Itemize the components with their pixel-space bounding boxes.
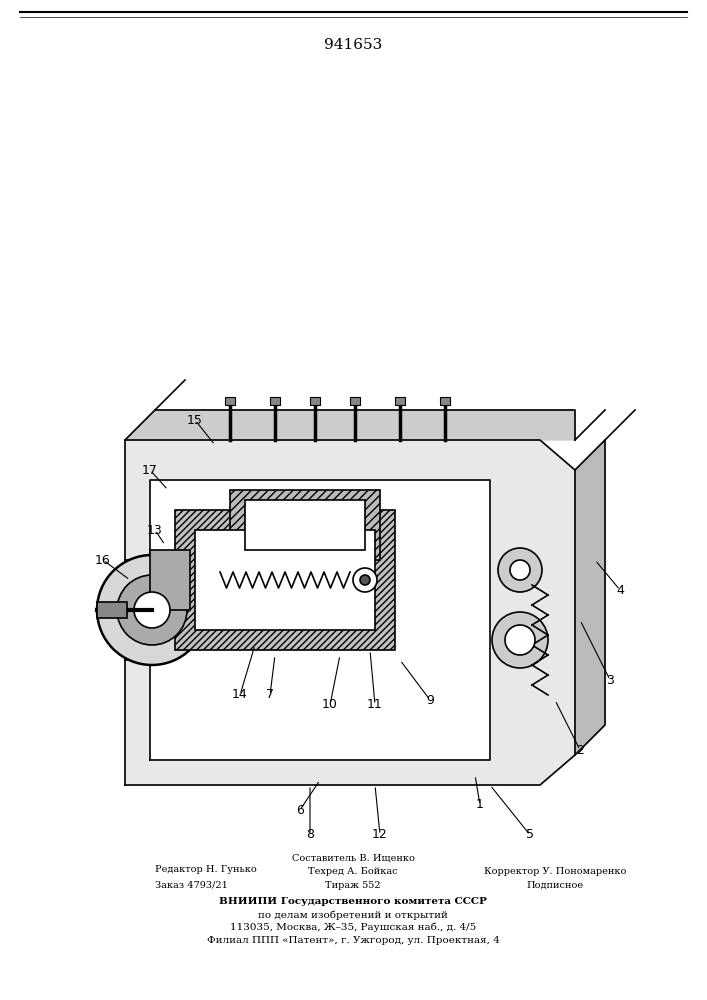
Text: 9: 9 — [426, 694, 434, 706]
Bar — [310, 397, 320, 405]
Text: Филиал ППП «Патент», г. Ужгород, ул. Проектная, 4: Филиал ППП «Патент», г. Ужгород, ул. Про… — [206, 936, 499, 945]
Circle shape — [505, 625, 535, 655]
Text: 10: 10 — [322, 698, 338, 712]
Bar — [97, 602, 127, 618]
Bar — [270, 397, 280, 405]
Text: ВНИИПИ Государственного комитета СССР: ВНИИПИ Государственного комитета СССР — [219, 897, 487, 906]
Text: Тираж 552: Тираж 552 — [325, 881, 381, 890]
Text: 941653: 941653 — [324, 38, 382, 52]
Circle shape — [97, 555, 207, 665]
Text: Составитель В. Ищенко: Составитель В. Ищенко — [291, 853, 414, 862]
Text: 1: 1 — [476, 798, 484, 812]
Text: 4: 4 — [616, 584, 624, 596]
Text: 14: 14 — [232, 688, 248, 702]
Text: 15: 15 — [187, 414, 203, 426]
Text: 3: 3 — [606, 674, 614, 686]
Bar — [440, 397, 450, 405]
Text: Редактор Н. Гунько: Редактор Н. Гунько — [155, 865, 257, 874]
Text: Подписное: Подписное — [527, 881, 583, 890]
Circle shape — [492, 612, 548, 668]
Text: 113035, Москва, Ж–35, Раушская наб., д. 4/5: 113035, Москва, Ж–35, Раушская наб., д. … — [230, 923, 476, 932]
Polygon shape — [125, 410, 575, 440]
Bar — [150, 550, 190, 610]
Polygon shape — [575, 440, 605, 755]
Bar — [175, 510, 395, 650]
Text: 12: 12 — [372, 828, 388, 842]
Bar — [395, 397, 405, 405]
Text: 17: 17 — [142, 464, 158, 477]
Circle shape — [117, 575, 187, 645]
Bar — [350, 397, 360, 405]
Text: 2: 2 — [576, 744, 584, 756]
Polygon shape — [150, 480, 490, 760]
Text: 16: 16 — [95, 554, 111, 566]
Circle shape — [134, 592, 170, 628]
Text: 13: 13 — [147, 524, 163, 536]
Text: 11: 11 — [367, 698, 383, 712]
Circle shape — [360, 575, 370, 585]
Text: 7: 7 — [266, 688, 274, 702]
Text: Техред А. Бойкас: Техред А. Бойкас — [308, 867, 398, 876]
Circle shape — [510, 560, 530, 580]
Text: Заказ 4793/21: Заказ 4793/21 — [155, 880, 228, 889]
Circle shape — [498, 548, 542, 592]
Polygon shape — [125, 440, 575, 785]
Text: 6: 6 — [296, 804, 304, 816]
Text: по делам изобретений и открытий: по делам изобретений и открытий — [258, 910, 448, 920]
Text: Корректор У. Пономаренко: Корректор У. Пономаренко — [484, 867, 626, 876]
Text: 5: 5 — [526, 828, 534, 842]
Bar — [125, 560, 140, 660]
Bar — [245, 500, 365, 550]
Bar — [225, 397, 235, 405]
Text: 8: 8 — [306, 828, 314, 842]
Circle shape — [353, 568, 377, 592]
Bar — [195, 530, 375, 630]
Bar — [230, 490, 380, 560]
